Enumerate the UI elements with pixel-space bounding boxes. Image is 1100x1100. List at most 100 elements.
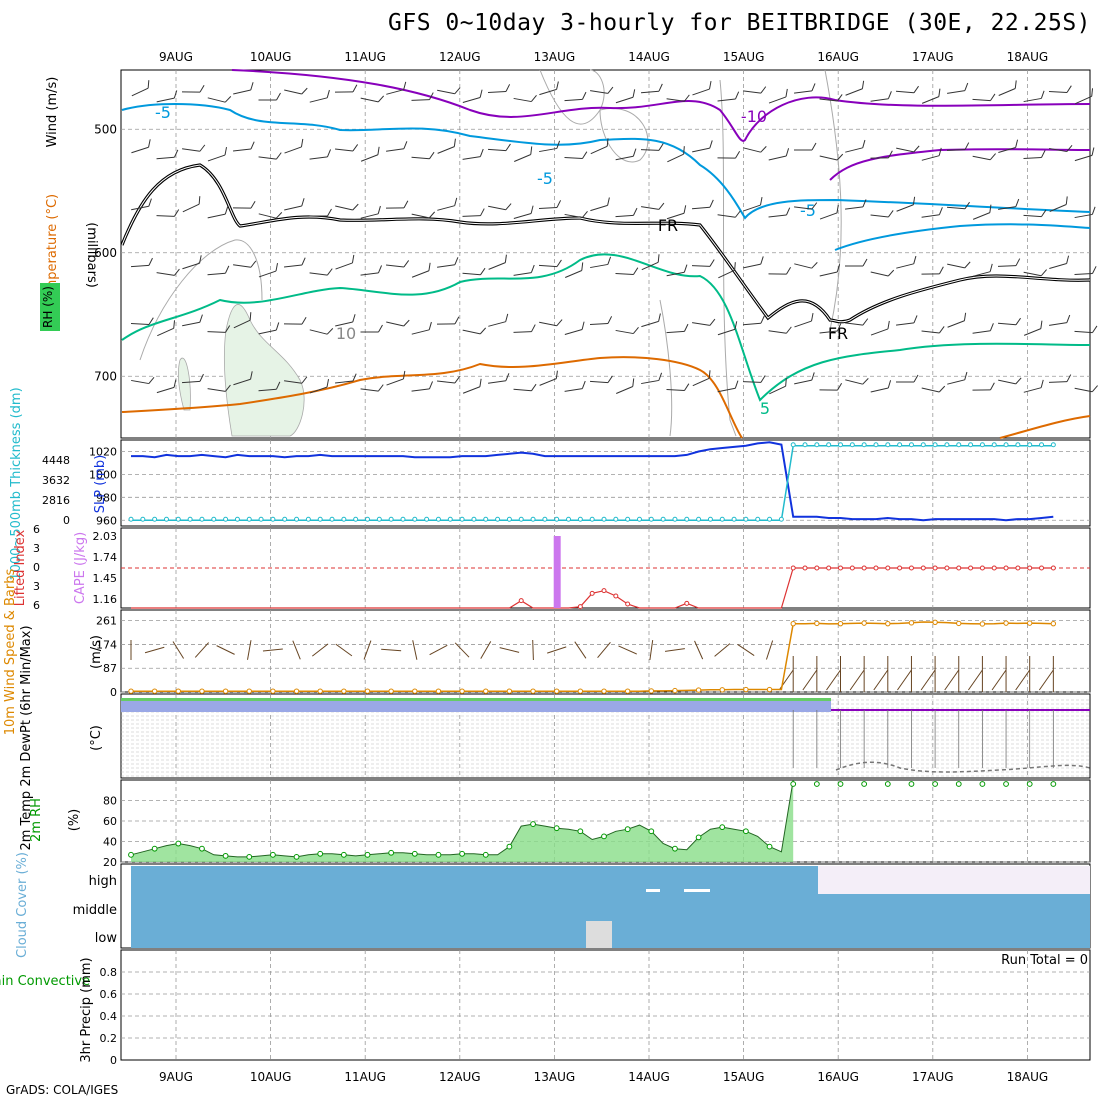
wind-barb-staff (513, 213, 532, 219)
wind-barb (1074, 206, 1096, 219)
wind-barb-staff (1048, 381, 1068, 383)
wind-barb-flag (1066, 85, 1072, 93)
wind-barb-flag (607, 375, 613, 383)
wind-barb-staff (156, 156, 175, 160)
wind-barb (972, 153, 996, 161)
lifted-index-point (826, 565, 832, 571)
contour-label: -5 (800, 201, 816, 220)
rh2m-point (624, 826, 631, 833)
wind-barb-flag (377, 146, 380, 155)
wind-barb-flag (760, 315, 765, 324)
y-axis-label-cloud: Cloud Cover (%) (15, 852, 30, 958)
x-tick-label-bottom: 15AUG (723, 1070, 765, 1084)
thickness-point (530, 516, 536, 522)
upper-wind-barbs (130, 80, 1098, 395)
wind-barb (615, 327, 639, 335)
wind-barb (794, 142, 817, 151)
wind-barb-flag (530, 95, 537, 102)
y-tick-label-precip: 0.4 (100, 1010, 118, 1023)
thickness-point (554, 516, 560, 522)
wind-barb (896, 196, 916, 212)
wind-barb-staff (615, 96, 634, 104)
wind-barb-staff (794, 263, 812, 269)
lifted-index-point (956, 565, 962, 571)
y-tick-label-precip: 0.8 (100, 966, 118, 979)
wind-barb-staff (309, 329, 328, 335)
wind-barb (462, 378, 482, 394)
wind-barb (768, 88, 788, 104)
wind-barb-flag (429, 92, 434, 100)
wind10m-barb (262, 648, 283, 652)
wind-barb (462, 327, 487, 335)
y-tick-label-rh2m: 40 (103, 836, 117, 849)
wind-barb-flag (862, 318, 869, 326)
rh2m-point (530, 821, 536, 827)
wind-barb-flag (327, 268, 333, 276)
thickness-point (400, 516, 406, 522)
wind10m-barb (737, 643, 755, 657)
wind-barb (335, 254, 355, 270)
wind-barb-flag (989, 204, 992, 213)
wind-barb-staff (947, 263, 965, 269)
y-tick-label-precip: 0 (110, 1054, 117, 1067)
grads-credit: GrADS: COLA/IGES (6, 1083, 119, 1097)
rh2m-point (151, 845, 158, 852)
wind-barb-flag (1065, 196, 1068, 205)
wind-barb (997, 317, 1021, 326)
wind-barb-staff (666, 389, 685, 391)
wind-barb (845, 139, 866, 153)
rh-contour-line (824, 69, 842, 331)
wind-barb-staff (130, 323, 150, 325)
wind-barb (972, 93, 996, 102)
wind10m-speed-point (364, 688, 371, 694)
wind-barb-flag (581, 262, 584, 271)
wind-barb (564, 91, 587, 102)
wind-barb (870, 150, 893, 159)
wind-barb-flag (760, 146, 767, 153)
wind-barb-staff (335, 205, 353, 211)
wind-barb-staff (1074, 213, 1093, 219)
y-axis-label-precip: 3hr Precip (mm) (79, 957, 94, 1062)
wind-barb (283, 257, 306, 268)
wind-barb (386, 81, 407, 95)
wind-barb-flag (837, 382, 843, 391)
wind-barb-staff (870, 387, 889, 393)
wind-barb-staff (1049, 263, 1067, 269)
page-title: GFS 0~10day 3-hourly for BEITBRIDGE (30E… (388, 10, 1092, 36)
wind-barb (386, 141, 408, 152)
thickness-point (814, 442, 820, 448)
wind-barb-staff (182, 203, 200, 213)
wind-barb-flag (352, 203, 359, 211)
thickness-point (412, 516, 418, 522)
wind-barb-flag (505, 373, 510, 381)
wind-barb (157, 320, 176, 337)
wind-barb-flag (964, 261, 971, 269)
wind-barb-staff (385, 264, 405, 268)
rh-contour-line (719, 79, 737, 437)
wind-barb (258, 322, 280, 335)
wind-barb (743, 256, 764, 269)
wind10m-barb-flag (920, 669, 936, 691)
wind-barb-staff (717, 387, 736, 393)
wind-barb-staff (411, 270, 430, 278)
x-tick-label-bottom: 11AUG (344, 1070, 386, 1084)
wind-barb (386, 370, 406, 386)
wind-barb-flag (938, 385, 946, 393)
wind-barb-staff (360, 154, 379, 162)
rh2m-point (1050, 781, 1057, 787)
wind-barb-flag (708, 370, 711, 379)
wind-barb-staff (258, 270, 277, 278)
wind-barb (309, 208, 332, 217)
wind-barb-staff (335, 321, 353, 327)
wind-barb-flag (199, 255, 202, 264)
y-tick-label-slp: 960 (96, 514, 117, 527)
wind-barb-staff (488, 262, 506, 270)
rh2m-point (270, 851, 276, 858)
y-tick-label-slp: 1020 (89, 445, 117, 458)
wind-barb (947, 312, 967, 328)
wind-barb-staff (283, 264, 303, 268)
wind-barb-staff (819, 155, 838, 161)
thickness-point (1050, 442, 1056, 448)
rh2m-point (719, 824, 726, 831)
y-tick-label-pressure: 700 (94, 369, 117, 383)
